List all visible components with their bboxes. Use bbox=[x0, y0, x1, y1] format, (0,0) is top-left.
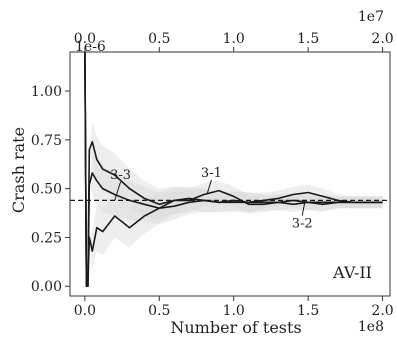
y-tick-label: 0.25 bbox=[31, 230, 62, 246]
top-x-tick-label: 1.5 bbox=[297, 31, 319, 47]
x-tick-label: 1.5 bbox=[297, 303, 319, 319]
y-tick-label: 0.50 bbox=[31, 182, 62, 198]
line-series-3-3 bbox=[84, 51, 383, 288]
y-axis-label: Crash rate bbox=[9, 127, 28, 213]
x-axis-label: Number of tests bbox=[170, 318, 301, 337]
axis-ticks: 0.0 0.5 1.0 1.5 2.0 0.0 0.5 1.0 1.5 2.0 0.00 0.25 0.… bbox=[31, 31, 394, 319]
annotation-label-3-2: 3-2 bbox=[292, 217, 313, 232]
annotation-label-3-1: 3-1 bbox=[201, 166, 222, 181]
series-lines bbox=[84, 51, 383, 288]
panel-tag: AV-II bbox=[332, 263, 372, 282]
plot-border bbox=[69, 51, 391, 297]
annotation-leader-3-2 bbox=[301, 200, 306, 216]
x-tick-label: 0.0 bbox=[74, 303, 96, 319]
y-tick-label: 0.00 bbox=[31, 279, 62, 295]
top-x-tick-label: 1.0 bbox=[223, 31, 245, 47]
x-tick-label: 0.5 bbox=[148, 303, 170, 319]
y-tick-label: 0.75 bbox=[31, 133, 62, 149]
x-tick-label: 2.0 bbox=[371, 303, 393, 319]
x-exponent: 1e8 bbox=[358, 319, 384, 335]
top-x-tick-label: 0.0 bbox=[74, 31, 96, 47]
y-tick-label: 1.00 bbox=[31, 84, 62, 100]
line-series-3-1 bbox=[84, 51, 383, 288]
y-exponent: 1e-6 bbox=[75, 39, 106, 55]
plot-frame bbox=[69, 51, 391, 297]
top-x-tick-label: 2.0 bbox=[371, 31, 393, 47]
top-x-tick-label: 0.5 bbox=[148, 31, 170, 47]
top-x-exponent: 1e7 bbox=[358, 9, 384, 25]
annotation-leader-3-3 bbox=[114, 181, 122, 201]
annotation-label-3-3: 3-3 bbox=[110, 168, 131, 183]
annotations: 3-3 3-1 3-2 bbox=[110, 166, 313, 232]
line-series-3-2 bbox=[84, 51, 383, 288]
annotation-leader-3-1 bbox=[206, 179, 212, 195]
x-tick-label: 1.0 bbox=[223, 303, 245, 319]
